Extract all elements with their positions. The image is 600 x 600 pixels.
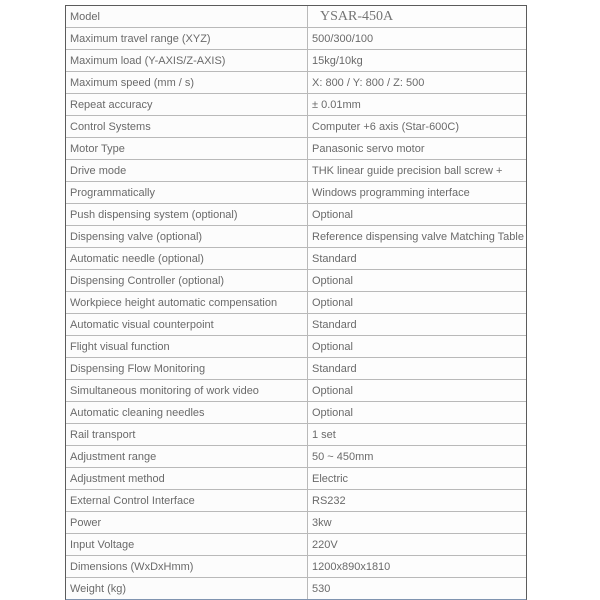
spec-value-cell: Computer +6 axis (Star-600C): [307, 115, 526, 138]
table-row: Motor Type Panasonic servo motor: [66, 137, 526, 160]
table-row: Maximum travel range (XYZ) 500/300/100: [66, 27, 526, 50]
table-row: Power 3kw: [66, 511, 526, 534]
spec-label-cell: Dispensing Controller (optional): [66, 269, 308, 292]
spec-label-cell: Drive mode: [66, 159, 308, 182]
table-row: Control Systems Computer +6 axis (Star-60…: [66, 115, 526, 138]
spec-label-cell: Automatic visual counterpoint: [66, 313, 308, 336]
table-row: Adjustment method Electric: [66, 467, 526, 490]
spec-value-cell: Reference dispensing valve Matching Tabl…: [307, 225, 526, 248]
spec-table-frame: Model YSAR-450A Maximum travel range (XYZ)…: [65, 5, 527, 600]
table-row: Weight (kg) 530: [66, 577, 526, 599]
spec-value-cell: 15kg/10kg: [307, 49, 526, 72]
spec-value-cell: Optional: [307, 401, 526, 424]
spec-label-cell: Maximum speed (mm / s): [66, 71, 308, 94]
spec-label-cell: External Control Interface: [66, 489, 308, 512]
spec-label-cell: Maximum travel range (XYZ): [66, 27, 308, 50]
table-row: Automatic cleaning needles Optional: [66, 401, 526, 424]
spec-value-cell: 220V: [307, 533, 526, 556]
spec-value-cell: 3kw: [307, 511, 526, 534]
spec-label-cell: Dispensing Flow Monitoring: [66, 357, 308, 380]
table-row: Programmatically Windows programming inte…: [66, 181, 526, 204]
table-row: Drive mode THK linear guide precision bal…: [66, 159, 526, 182]
spec-label-cell: Workpiece height automatic compensation: [66, 291, 308, 314]
spec-value-cell: ± 0.01mm: [307, 93, 526, 116]
spec-label-cell: Motor Type: [66, 137, 308, 160]
table-row: Rail transport 1 set: [66, 423, 526, 446]
spec-label-cell: Adjustment method: [66, 467, 308, 490]
spec-value-cell: Optional: [307, 269, 526, 292]
spec-value-cell: 500/300/100: [307, 27, 526, 50]
spec-label-cell: Simultaneous monitoring of work video: [66, 379, 308, 402]
table-row: Dispensing Flow Monitoring Standard: [66, 357, 526, 380]
spec-value-cell: YSAR-450A: [307, 6, 526, 28]
spec-label-cell: Power: [66, 511, 308, 534]
spec-label-cell: Push dispensing system (optional): [66, 203, 308, 226]
spec-label-cell: Programmatically: [66, 181, 308, 204]
spec-table-body: Model YSAR-450A Maximum travel range (XYZ)…: [66, 6, 526, 599]
table-row: Adjustment range 50 ~ 450mm: [66, 445, 526, 468]
spec-value-cell: 1200x890x1810: [307, 555, 526, 578]
table-row: Dispensing valve (optional) Reference dis…: [66, 225, 526, 248]
spec-value-cell: Panasonic servo motor: [307, 137, 526, 160]
spec-value-cell: 50 ~ 450mm: [307, 445, 526, 468]
spec-value-cell: Optional: [307, 291, 526, 314]
spec-label-cell: Input Voltage: [66, 533, 308, 556]
spec-value-cell: Optional: [307, 379, 526, 402]
spec-label-cell: Automatic needle (optional): [66, 247, 308, 270]
spec-value-cell: Standard: [307, 357, 526, 380]
table-row: Repeat accuracy ± 0.01mm: [66, 93, 526, 116]
table-row: Model YSAR-450A: [66, 6, 526, 28]
spec-value-cell: RS232: [307, 489, 526, 512]
spec-value-cell: Optional: [307, 335, 526, 358]
spec-value-cell: Standard: [307, 313, 526, 336]
table-row: Maximum speed (mm / s) X: 800 / Y: 800 / …: [66, 71, 526, 94]
table-row: Dimensions (WxDxHmm) 1200x890x1810: [66, 555, 526, 578]
spec-value-cell: Optional: [307, 203, 526, 226]
spec-value-cell: Electric: [307, 467, 526, 490]
spec-value-cell: Standard: [307, 247, 526, 270]
spec-label-cell: Maximum load (Y-AXIS/Z-AXIS): [66, 49, 308, 72]
spec-value-cell: X: 800 / Y: 800 / Z: 500: [307, 71, 526, 94]
spec-label-cell: Control Systems: [66, 115, 308, 138]
spec-label-cell: Dimensions (WxDxHmm): [66, 555, 308, 578]
spec-label-cell: Dispensing valve (optional): [66, 225, 308, 248]
table-row: Dispensing Controller (optional) Optional: [66, 269, 526, 292]
spec-label-cell: Rail transport: [66, 423, 308, 446]
spec-label-cell: Automatic cleaning needles: [66, 401, 308, 424]
table-row: Automatic visual counterpoint Standard: [66, 313, 526, 336]
table-row: Simultaneous monitoring of work video Opt…: [66, 379, 526, 402]
spec-value-cell: 1 set: [307, 423, 526, 446]
table-row: Workpiece height automatic compensation O…: [66, 291, 526, 314]
spec-label-cell: Adjustment range: [66, 445, 308, 468]
spec-value-cell: Windows programming interface: [307, 181, 526, 204]
table-row: External Control Interface RS232: [66, 489, 526, 512]
spec-label-cell: Repeat accuracy: [66, 93, 308, 116]
spec-value-cell: THK linear guide precision ball screw +: [307, 159, 526, 182]
table-row: Flight visual function Optional: [66, 335, 526, 358]
spec-label-cell: Model: [66, 6, 308, 28]
spec-label-cell: Flight visual function: [66, 335, 308, 358]
table-row: Automatic needle (optional) Standard: [66, 247, 526, 270]
spec-value-cell: 530: [307, 577, 526, 599]
table-row: Input Voltage 220V: [66, 533, 526, 556]
table-row: Push dispensing system (optional) Optiona…: [66, 203, 526, 226]
spec-label-cell: Weight (kg): [66, 577, 308, 599]
table-row: Maximum load (Y-AXIS/Z-AXIS) 15kg/10kg: [66, 49, 526, 72]
spec-table: Model YSAR-450A Maximum travel range (XYZ)…: [66, 6, 526, 599]
